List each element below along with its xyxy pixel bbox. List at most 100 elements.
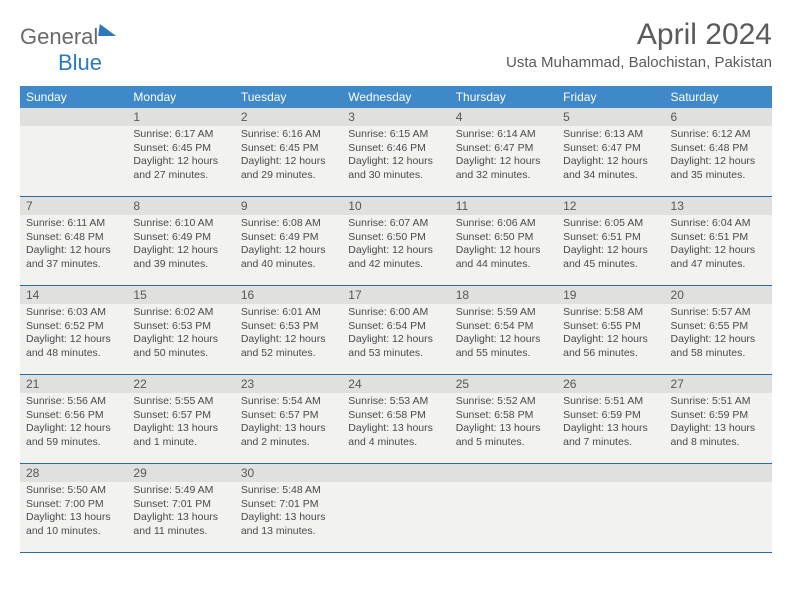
day-details: Sunrise: 6:03 AMSunset: 6:52 PMDaylight:… [20,304,127,374]
calendar-day-cell: 22Sunrise: 5:55 AMSunset: 6:57 PMDayligh… [127,375,234,464]
day-details: Sunrise: 6:04 AMSunset: 6:51 PMDaylight:… [665,215,772,285]
day-details: Sunrise: 6:17 AMSunset: 6:45 PMDaylight:… [127,126,234,196]
day-details: Sunrise: 6:13 AMSunset: 6:47 PMDaylight:… [557,126,664,196]
day-details: Sunrise: 6:07 AMSunset: 6:50 PMDaylight:… [342,215,449,285]
day-details: Sunrise: 6:14 AMSunset: 6:47 PMDaylight:… [450,126,557,196]
day-details: Sunrise: 5:56 AMSunset: 6:56 PMDaylight:… [20,393,127,463]
day-number: 22 [127,375,234,393]
weekday-header: Wednesday [342,86,449,108]
day-details: Sunrise: 6:10 AMSunset: 6:49 PMDaylight:… [127,215,234,285]
day-number: 25 [450,375,557,393]
day-details: Sunrise: 6:15 AMSunset: 6:46 PMDaylight:… [342,126,449,196]
day-number: 21 [20,375,127,393]
day-details: Sunrise: 6:08 AMSunset: 6:49 PMDaylight:… [235,215,342,285]
calendar-empty-cell [665,464,772,553]
calendar-empty-cell [20,108,127,197]
calendar-empty-cell [342,464,449,553]
calendar-day-cell: 3Sunrise: 6:15 AMSunset: 6:46 PMDaylight… [342,108,449,197]
day-number: 28 [20,464,127,482]
calendar-day-cell: 18Sunrise: 5:59 AMSunset: 6:54 PMDayligh… [450,286,557,375]
logo: GeneralBlue [20,18,117,76]
day-details: Sunrise: 5:48 AMSunset: 7:01 PMDaylight:… [235,482,342,552]
weekday-header: Sunday [20,86,127,108]
day-number: 6 [665,108,772,126]
calendar-day-cell: 28Sunrise: 5:50 AMSunset: 7:00 PMDayligh… [20,464,127,553]
title-block: April 2024 Usta Muhammad, Balochistan, P… [506,18,772,71]
calendar-day-cell: 8Sunrise: 6:10 AMSunset: 6:49 PMDaylight… [127,197,234,286]
day-number: 26 [557,375,664,393]
calendar-day-cell: 27Sunrise: 5:51 AMSunset: 6:59 PMDayligh… [665,375,772,464]
weekday-header: Friday [557,86,664,108]
day-details: Sunrise: 5:51 AMSunset: 6:59 PMDaylight:… [665,393,772,463]
calendar-week-row: 28Sunrise: 5:50 AMSunset: 7:00 PMDayligh… [20,464,772,553]
day-number: 2 [235,108,342,126]
calendar-day-cell: 9Sunrise: 6:08 AMSunset: 6:49 PMDaylight… [235,197,342,286]
calendar-day-cell: 15Sunrise: 6:02 AMSunset: 6:53 PMDayligh… [127,286,234,375]
calendar-page: GeneralBlue April 2024 Usta Muhammad, Ba… [0,0,792,553]
calendar-week-row: 7Sunrise: 6:11 AMSunset: 6:48 PMDaylight… [20,197,772,286]
calendar-day-cell: 14Sunrise: 6:03 AMSunset: 6:52 PMDayligh… [20,286,127,375]
day-details: Sunrise: 5:53 AMSunset: 6:58 PMDaylight:… [342,393,449,463]
calendar-day-cell: 13Sunrise: 6:04 AMSunset: 6:51 PMDayligh… [665,197,772,286]
day-number: 7 [20,197,127,215]
calendar-day-cell: 19Sunrise: 5:58 AMSunset: 6:55 PMDayligh… [557,286,664,375]
day-number: 9 [235,197,342,215]
day-number: 27 [665,375,772,393]
page-title: April 2024 [506,18,772,52]
calendar-day-cell: 6Sunrise: 6:12 AMSunset: 6:48 PMDaylight… [665,108,772,197]
day-details: Sunrise: 5:55 AMSunset: 6:57 PMDaylight:… [127,393,234,463]
day-details: Sunrise: 6:05 AMSunset: 6:51 PMDaylight:… [557,215,664,285]
day-details: Sunrise: 6:02 AMSunset: 6:53 PMDaylight:… [127,304,234,374]
day-number: 8 [127,197,234,215]
calendar-day-cell: 1Sunrise: 6:17 AMSunset: 6:45 PMDaylight… [127,108,234,197]
day-number: 18 [450,286,557,304]
day-number: 4 [450,108,557,126]
calendar-day-cell: 12Sunrise: 6:05 AMSunset: 6:51 PMDayligh… [557,197,664,286]
calendar-day-cell: 5Sunrise: 6:13 AMSunset: 6:47 PMDaylight… [557,108,664,197]
calendar-day-cell: 17Sunrise: 6:00 AMSunset: 6:54 PMDayligh… [342,286,449,375]
weekday-header: Thursday [450,86,557,108]
calendar-day-cell: 24Sunrise: 5:53 AMSunset: 6:58 PMDayligh… [342,375,449,464]
calendar-week-row: 21Sunrise: 5:56 AMSunset: 6:56 PMDayligh… [20,375,772,464]
calendar-empty-cell [450,464,557,553]
day-number: 5 [557,108,664,126]
day-details: Sunrise: 5:51 AMSunset: 6:59 PMDaylight:… [557,393,664,463]
page-header: GeneralBlue April 2024 Usta Muhammad, Ba… [20,18,772,76]
day-number: 16 [235,286,342,304]
day-number: 1 [127,108,234,126]
calendar-day-cell: 2Sunrise: 6:16 AMSunset: 6:45 PMDaylight… [235,108,342,197]
calendar-day-cell: 29Sunrise: 5:49 AMSunset: 7:01 PMDayligh… [127,464,234,553]
calendar-table: SundayMondayTuesdayWednesdayThursdayFrid… [20,86,772,553]
location-subtitle: Usta Muhammad, Balochistan, Pakistan [506,54,772,71]
calendar-day-cell: 20Sunrise: 5:57 AMSunset: 6:55 PMDayligh… [665,286,772,375]
day-details: Sunrise: 6:00 AMSunset: 6:54 PMDaylight:… [342,304,449,374]
weekday-header: Saturday [665,86,772,108]
calendar-day-cell: 21Sunrise: 5:56 AMSunset: 6:56 PMDayligh… [20,375,127,464]
calendar-day-cell: 4Sunrise: 6:14 AMSunset: 6:47 PMDaylight… [450,108,557,197]
day-details: Sunrise: 6:01 AMSunset: 6:53 PMDaylight:… [235,304,342,374]
day-number: 12 [557,197,664,215]
weekday-header-row: SundayMondayTuesdayWednesdayThursdayFrid… [20,86,772,108]
day-details: Sunrise: 6:12 AMSunset: 6:48 PMDaylight:… [665,126,772,196]
weekday-header: Tuesday [235,86,342,108]
day-number: 30 [235,464,342,482]
calendar-body: 1Sunrise: 6:17 AMSunset: 6:45 PMDaylight… [20,108,772,553]
day-details: Sunrise: 5:54 AMSunset: 6:57 PMDaylight:… [235,393,342,463]
day-details: Sunrise: 5:50 AMSunset: 7:00 PMDaylight:… [20,482,127,552]
day-number: 23 [235,375,342,393]
calendar-day-cell: 7Sunrise: 6:11 AMSunset: 6:48 PMDaylight… [20,197,127,286]
day-number: 20 [665,286,772,304]
calendar-day-cell: 16Sunrise: 6:01 AMSunset: 6:53 PMDayligh… [235,286,342,375]
day-number: 10 [342,197,449,215]
day-details: Sunrise: 6:16 AMSunset: 6:45 PMDaylight:… [235,126,342,196]
day-number: 29 [127,464,234,482]
calendar-empty-cell [557,464,664,553]
day-details: Sunrise: 6:06 AMSunset: 6:50 PMDaylight:… [450,215,557,285]
calendar-day-cell: 10Sunrise: 6:07 AMSunset: 6:50 PMDayligh… [342,197,449,286]
day-number: 19 [557,286,664,304]
day-details: Sunrise: 6:11 AMSunset: 6:48 PMDaylight:… [20,215,127,285]
day-details: Sunrise: 5:58 AMSunset: 6:55 PMDaylight:… [557,304,664,374]
calendar-day-cell: 25Sunrise: 5:52 AMSunset: 6:58 PMDayligh… [450,375,557,464]
calendar-day-cell: 30Sunrise: 5:48 AMSunset: 7:01 PMDayligh… [235,464,342,553]
day-number: 11 [450,197,557,215]
